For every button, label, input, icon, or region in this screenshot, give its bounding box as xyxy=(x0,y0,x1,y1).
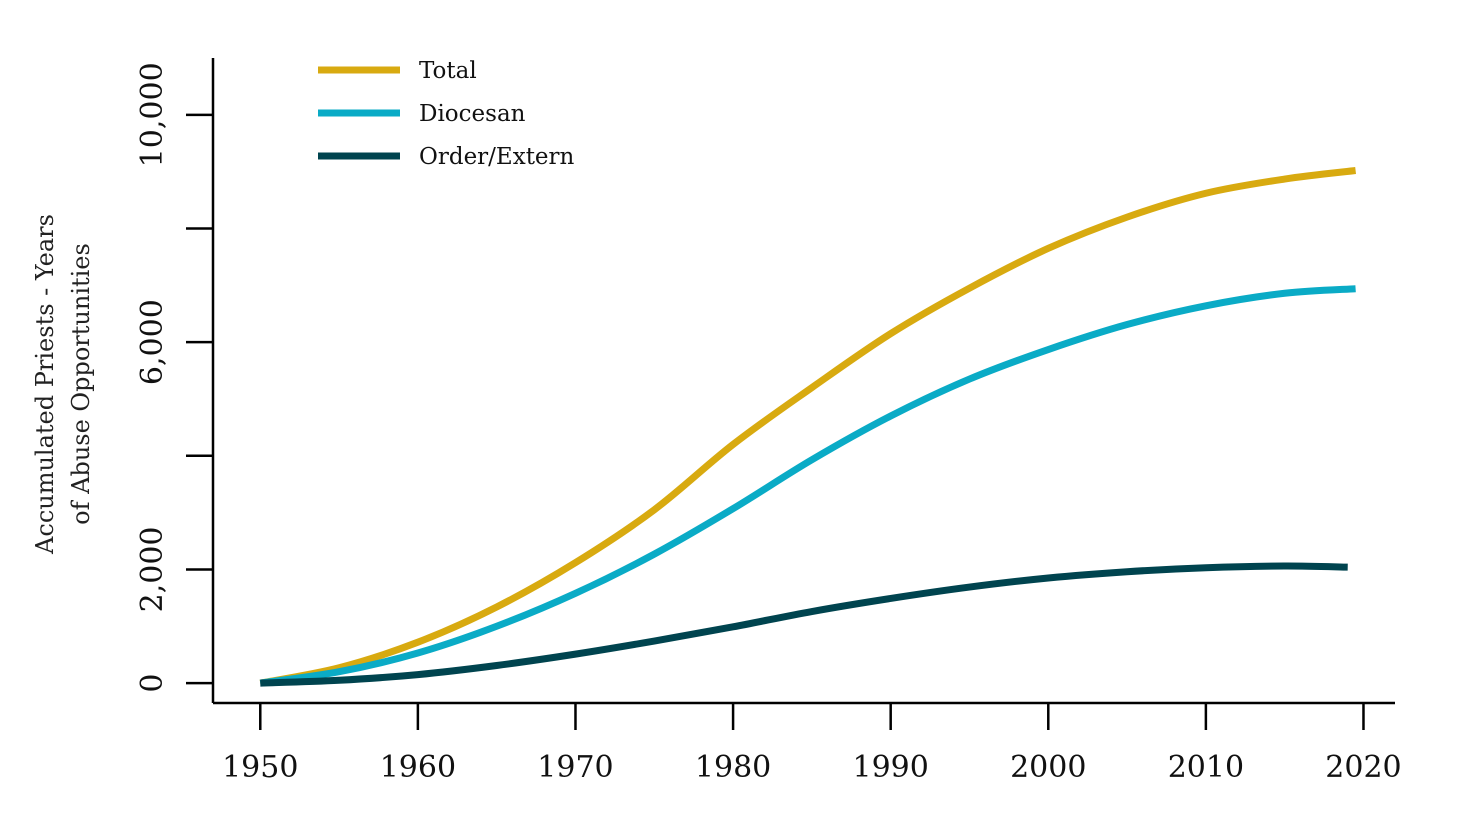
x-tick-label: 1990 xyxy=(853,750,929,785)
y-axis-label-line-2: of Abuse Opportunities xyxy=(67,243,95,525)
legend-item-diocesan: Diocesan xyxy=(318,101,526,127)
series-lines xyxy=(259,167,1357,687)
x-tick-label: 1970 xyxy=(537,750,613,785)
y-tick-label: 6,000 xyxy=(135,299,170,385)
y-tick-label: 0 xyxy=(135,674,170,693)
series-line-total xyxy=(259,167,1357,687)
legend-label: Order/Extern xyxy=(419,144,575,170)
x-tick-label: 2020 xyxy=(1325,750,1401,785)
series-line-order-extern xyxy=(260,562,1348,687)
x-tick-label: 1980 xyxy=(695,750,771,785)
x-tick-label: 2010 xyxy=(1168,750,1244,785)
x-tick-label: 1960 xyxy=(380,750,456,785)
y-axis-label-line-1: Accumulated Priests - Years xyxy=(31,214,59,555)
legend: Total Diocesan Order/Extern xyxy=(318,58,575,170)
axes: 0 2,000 6,000 10,000 1950 1960 1970 1980 1990 200… xyxy=(135,58,1402,785)
x-tick-label: 2000 xyxy=(1010,750,1086,785)
legend-item-order-extern: Order/Extern xyxy=(318,144,575,170)
x-tick-label: 1950 xyxy=(222,750,298,785)
y-axis-label: Accumulated Priests - Years of Abuse Opp… xyxy=(31,214,95,555)
legend-item-total: Total xyxy=(318,58,477,84)
legend-label: Diocesan xyxy=(419,101,526,127)
series-line-diocesan xyxy=(259,285,1356,687)
y-tick-label: 2,000 xyxy=(135,527,170,613)
legend-label: Total xyxy=(419,58,477,84)
y-tick-label: 10,000 xyxy=(135,62,170,167)
